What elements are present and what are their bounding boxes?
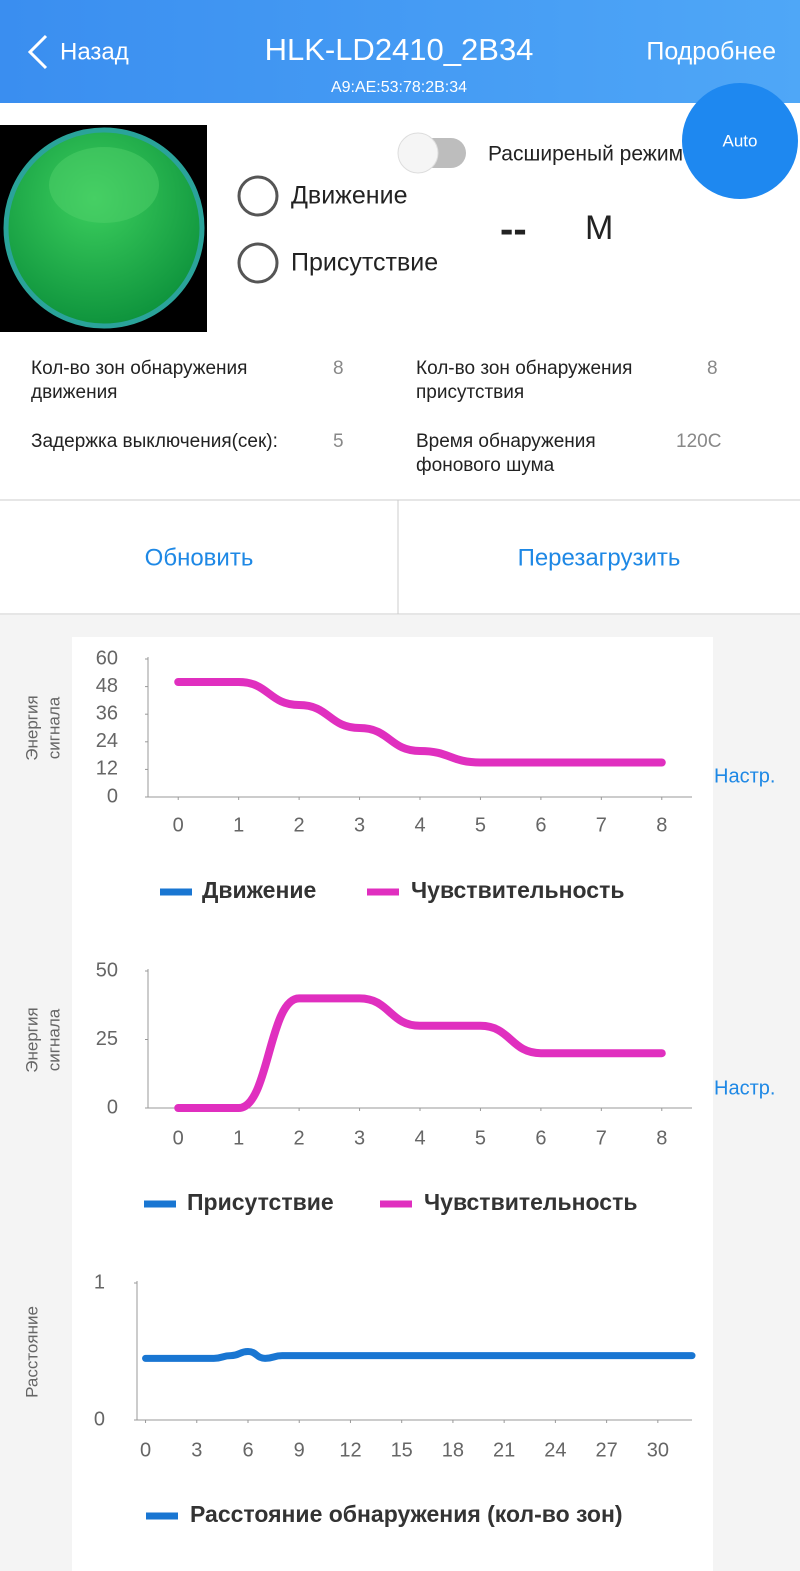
x-tick-label: 6 [535, 814, 546, 836]
x-tick-label: 4 [414, 1127, 425, 1149]
y-axis-label: сигнала [44, 1008, 63, 1071]
x-tick-label: 8 [656, 1127, 667, 1149]
y-tick-label: 0 [107, 785, 118, 807]
y-axis-label: сигнала [44, 696, 63, 759]
back[interactable]: Назад [60, 38, 129, 65]
x-tick-label: 7 [596, 814, 607, 836]
x-tick-label: 15 [391, 1439, 413, 1461]
x-tick-label: 3 [354, 814, 365, 836]
legend-label: Расстояние обнаружения (кол-во зон) [190, 1501, 623, 1527]
x-tick-label: 6 [242, 1439, 253, 1461]
presence-label: Присутствие [291, 249, 438, 277]
info-value: 5 [333, 431, 344, 452]
distance: -- [500, 208, 527, 252]
presence-radio [237, 242, 279, 284]
info-value: 120С [676, 431, 721, 452]
subtitle: A9:AE:53:78:2B:34 [331, 79, 467, 96]
x-tick-label: 24 [544, 1439, 566, 1461]
x-tick-label: 0 [173, 1127, 184, 1149]
info-value: 8 [707, 358, 718, 379]
info-label: Задержка выключения(сек): [31, 431, 278, 452]
x-tick-label: 30 [647, 1439, 669, 1461]
y-tick-label: 1 [94, 1271, 105, 1293]
y-tick-label: 24 [96, 730, 118, 752]
x-tick-label: 12 [339, 1439, 361, 1461]
y-tick-label: 50 [96, 959, 118, 981]
settings-link[interactable]: Настр. [714, 765, 775, 787]
auto-button[interactable] [682, 83, 798, 199]
x-tick-label: 1 [233, 1127, 244, 1149]
settings-link[interactable]: Настр. [714, 1077, 775, 1099]
y-tick-label: 0 [107, 1096, 118, 1118]
motion-radio [237, 175, 279, 217]
x-tick-label: 27 [595, 1439, 617, 1461]
y-axis-label: Энергия [22, 695, 41, 760]
x-tick-label: 1 [233, 814, 244, 836]
x-tick-label: 21 [493, 1439, 515, 1461]
x-tick-label: 2 [294, 814, 305, 836]
chart-panel [72, 637, 713, 1571]
indicator-highlight [49, 147, 159, 223]
legend-label: Присутствие [187, 1189, 334, 1215]
refresh-button[interactable]: Обновить [145, 544, 254, 571]
series-line [142, 1347, 696, 1362]
y-axis-label: Расстояние [22, 1306, 41, 1398]
x-tick-label: 7 [596, 1127, 607, 1149]
header [0, 0, 800, 103]
legend-label: Чувствительность [411, 877, 625, 903]
x-tick-label: 0 [173, 814, 184, 836]
x-tick-label: 18 [442, 1439, 464, 1461]
back-icon[interactable] [27, 34, 48, 70]
extended-mode: Расширеный режим [488, 143, 683, 166]
y-axis-label: Энергия [22, 1007, 41, 1072]
x-tick-label: 3 [191, 1439, 202, 1461]
auto-label[interactable]: Auto [723, 131, 758, 150]
distance-unit: M [585, 209, 613, 247]
info-label: Кол-во зон обнаружения [31, 358, 247, 379]
x-tick-label: 2 [294, 1127, 305, 1149]
y-tick-label: 25 [96, 1028, 118, 1050]
x-tick-label: 4 [414, 814, 425, 836]
toggle-knob[interactable] [397, 132, 439, 174]
legend-label: Чувствительность [424, 1189, 638, 1215]
reboot-button[interactable]: Перезагрузить [518, 544, 681, 571]
info-label: движения [31, 382, 117, 403]
info-label: Кол-во зон обнаружения [416, 358, 632, 379]
y-tick-label: 36 [96, 702, 118, 724]
y-tick-label: 0 [94, 1408, 105, 1430]
legend-label: Движение [202, 877, 316, 903]
y-tick-label: 12 [96, 758, 118, 780]
x-tick-label: 9 [294, 1439, 305, 1461]
x-tick-label: 6 [535, 1127, 546, 1149]
x-tick-label: 5 [475, 1127, 486, 1149]
title: HLK-LD2410_2B34 [265, 32, 534, 67]
x-tick-label: 8 [656, 814, 667, 836]
x-tick-label: 5 [475, 814, 486, 836]
info-label: фонового шума [416, 455, 555, 476]
y-tick-label: 48 [96, 675, 118, 697]
info-label: Время обнаружения [416, 431, 596, 452]
details[interactable]: Подробнее [646, 38, 776, 66]
series-line [174, 677, 666, 767]
y-tick-label: 60 [96, 647, 118, 669]
x-tick-label: 3 [354, 1127, 365, 1149]
info-value: 8 [333, 358, 344, 379]
motion-label: Движение [291, 182, 407, 210]
series-line [174, 994, 666, 1112]
x-tick-label: 0 [140, 1439, 151, 1461]
info-label: присутствия [416, 382, 524, 403]
